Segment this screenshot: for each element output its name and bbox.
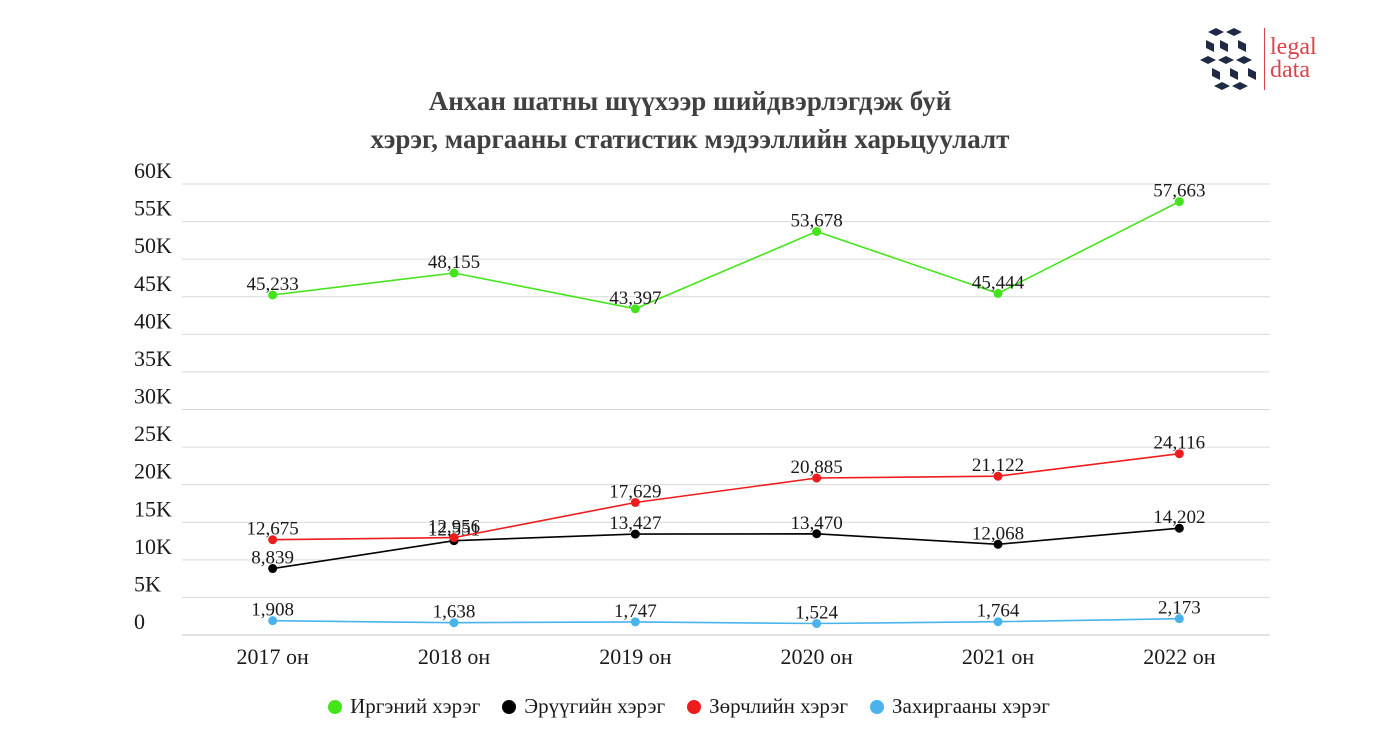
- y-tick-label: 15K: [134, 496, 172, 521]
- data-label: 17,629: [609, 481, 661, 502]
- chart-title: Анхан шатны шүүхээр шийдвэрлэгдэж буй: [428, 86, 952, 116]
- x-tick-label: 2021 он: [962, 644, 1035, 669]
- legend-label: Зөрчлийн хэрэг: [709, 694, 849, 718]
- x-tick-label: 2017 он: [237, 644, 310, 669]
- data-point: [993, 617, 1003, 627]
- data-point: [993, 288, 1003, 298]
- data-label: 57,663: [1153, 181, 1205, 202]
- data-point: [268, 564, 278, 574]
- data-point: [1174, 614, 1184, 624]
- series-line: [272, 200, 1180, 310]
- legend-marker: [328, 699, 343, 714]
- y-tick-label: 60K: [134, 158, 172, 183]
- y-tick-label: 5K: [134, 571, 161, 596]
- data-label: 24,116: [1154, 433, 1206, 454]
- legend-item: Захиргааны хэрэг: [870, 694, 1050, 719]
- data-point: [1174, 449, 1184, 459]
- legend-item: Иргэний хэрэг: [328, 694, 480, 719]
- data-label: 1,524: [795, 603, 838, 624]
- data-point: [268, 290, 278, 300]
- data-point: [630, 529, 640, 539]
- data-label: 12,956: [428, 517, 480, 538]
- chart-subtitle: хэрэг, маргааны статистик мэдээллийн хар…: [370, 124, 1010, 154]
- x-tick-label: 2019 он: [599, 644, 672, 669]
- x-tick-label: 2020 он: [781, 644, 854, 669]
- y-tick-label: 35K: [134, 346, 172, 371]
- data-point: [812, 529, 822, 539]
- data-label: 12,068: [972, 523, 1024, 544]
- y-tick-label: 20K: [134, 459, 172, 484]
- chart-legend: Иргэний хэрэг Эрүүгийн хэрэг Зөрчлийн хэрэ…: [0, 694, 1378, 719]
- data-point: [268, 535, 278, 545]
- data-label: 1,764: [977, 601, 1020, 622]
- data-label: 14,202: [1153, 507, 1205, 528]
- data-point: [812, 619, 822, 629]
- legend-marker: [687, 699, 702, 714]
- data-point: [630, 304, 640, 314]
- data-point: [449, 533, 459, 543]
- series-line: [272, 617, 1180, 625]
- data-point: [812, 473, 822, 483]
- data-point: [630, 617, 640, 627]
- data-point: [1174, 523, 1184, 533]
- logo-divider: [1264, 28, 1265, 90]
- data-label: 53,678: [791, 211, 843, 232]
- data-label: 43,397: [609, 288, 661, 309]
- x-tick-label: 2018 он: [418, 644, 491, 669]
- data-point: [449, 268, 459, 278]
- data-point: [1174, 197, 1184, 207]
- data-point: [449, 618, 459, 628]
- logo-text-legal: legal: [1270, 34, 1317, 60]
- data-label: 13,470: [791, 513, 843, 534]
- legend-label: Захиргааны хэрэг: [892, 694, 1050, 718]
- data-label: 45,233: [247, 274, 299, 295]
- line-chart: 0 5K 10K 15K 20K 25K 30K 35K 40K 45K 50K 55K 60K 2017…: [134, 158, 1270, 669]
- data-point: [993, 539, 1003, 549]
- series-line: [272, 527, 1180, 570]
- y-tick-label: 40K: [134, 308, 172, 333]
- data-point: [268, 616, 278, 626]
- legend-item: Эрүүгийн хэрэг: [502, 694, 665, 719]
- y-tick-label: 25K: [134, 421, 172, 446]
- data-point: [630, 497, 640, 507]
- y-tick-label: 50K: [134, 233, 172, 258]
- legend-item: Зөрчлийн хэрэг: [687, 694, 848, 719]
- y-tick-label: 10K: [134, 534, 172, 559]
- data-label: 13,427: [609, 513, 661, 534]
- legend-marker: [870, 699, 885, 714]
- logo-text-data: data: [1270, 57, 1310, 83]
- data-label: 48,155: [428, 252, 480, 273]
- data-label: 45,444: [972, 272, 1025, 293]
- data-label: 21,122: [972, 455, 1024, 476]
- legend-marker: [502, 699, 517, 714]
- legal-data-logo: legal data: [1198, 26, 1348, 94]
- data-point: [812, 227, 822, 237]
- y-tick-label: 30K: [134, 384, 172, 409]
- data-label: 12,675: [247, 519, 299, 540]
- series-line: [272, 452, 1180, 541]
- data-label: 8,839: [251, 548, 294, 569]
- data-label: 1,638: [433, 602, 476, 623]
- data-label: 2,173: [1158, 598, 1201, 619]
- y-tick-label: 55K: [134, 196, 172, 221]
- y-tick-label: 45K: [134, 271, 172, 296]
- x-tick-label: 2022 он: [1143, 644, 1216, 669]
- y-tick-label: 0: [134, 609, 145, 634]
- logo-mark-icon: [1200, 28, 1256, 90]
- data-label: 1,747: [614, 601, 657, 622]
- data-label: 20,885: [791, 457, 843, 478]
- legend-label: Иргэний хэрэг: [350, 694, 481, 718]
- legend-label: Эрүүгийн хэрэг: [524, 694, 666, 718]
- data-label: 1,908: [251, 600, 294, 621]
- data-point: [993, 471, 1003, 481]
